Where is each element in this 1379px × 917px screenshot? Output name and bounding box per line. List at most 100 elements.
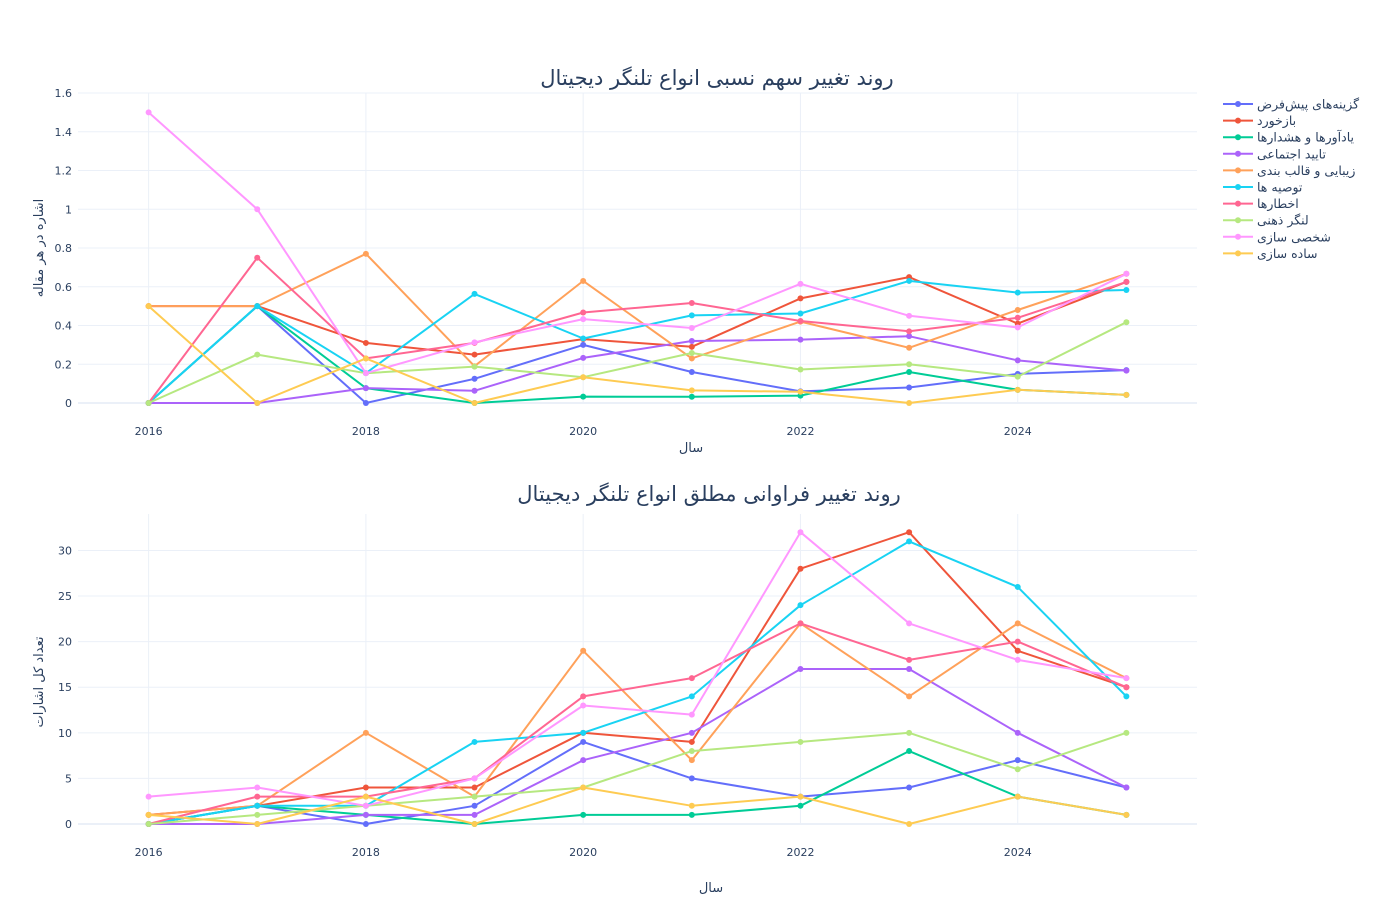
data-point [254,206,261,213]
data-point [580,647,587,654]
data-point [580,393,587,400]
data-point [1123,391,1130,398]
legend-label: بازخورد [1257,113,1296,129]
data-point [906,784,913,791]
legend-label: ساده سازی [1257,246,1317,262]
data-point [580,757,587,764]
legend-label: توصیه ها [1257,180,1303,196]
data-point [688,738,695,745]
x-axis-label-relative: سال [679,441,703,456]
data-point [362,250,369,257]
series-line [147,111,1127,375]
y-axis-label-relative: اشاره در هر مقاله [32,199,47,297]
data-point [362,339,369,346]
legend-label: لنگر ذهنی [1257,213,1309,229]
data-point [471,290,478,297]
legend-item[interactable]: لنگر ذهنی [1223,213,1309,229]
data-point [580,335,587,342]
legend-item[interactable]: شخصی سازی [1223,229,1331,245]
data-point [1123,684,1130,691]
series-line [148,668,1127,825]
data-point [688,343,695,350]
data-point [797,738,804,745]
data-point [797,280,804,287]
x-tick-label: 2022 [786,425,814,438]
series-line [148,321,1127,404]
series-8 [145,529,1130,809]
legend-label: اخطارها [1257,196,1299,212]
data-point [797,336,804,343]
legend-item[interactable]: اخطارها [1223,196,1299,212]
series-line [148,622,1127,816]
data-point [906,656,913,663]
data-point [906,729,913,736]
x-tick-label: 2018 [352,425,380,438]
gridlines [78,514,1197,825]
data-point [906,400,913,406]
y-tick-label: 1.2 [55,165,73,178]
legend-item[interactable]: تایید اجتماعی [1223,146,1326,161]
series-9 [145,784,1130,827]
data-point [471,351,478,358]
y-axis-label-absolute: تعداد کل اشارات [32,636,47,727]
data-point [254,821,261,827]
series-line [148,531,1127,816]
legend-label: زیبایی و قالب بندی [1257,163,1355,179]
y-tick-label: 5 [65,772,72,785]
y-tick-label: 20 [58,636,72,649]
y-tick-label: 0.4 [55,320,73,333]
legend-item[interactable]: توصیه ها [1223,180,1303,196]
data-point [254,254,261,261]
data-point [1123,287,1130,294]
x-tick-label: 2024 [1004,846,1032,859]
x-tick-label: 2024 [1004,425,1032,438]
data-point [906,369,913,375]
series-8 [145,109,1130,377]
data-point [906,666,913,672]
data-point [1014,638,1021,645]
data-point [145,793,152,800]
legend-item[interactable]: ساده سازی [1223,246,1317,262]
data-point [797,565,804,572]
y-tick-label: 0 [65,818,72,831]
data-point [145,811,152,818]
data-point [1123,811,1130,818]
data-point [145,821,152,827]
data-point [906,344,913,351]
series-9 [145,303,1130,406]
data-point [254,811,261,818]
data-point [1014,656,1021,663]
data-point [471,811,478,818]
legend-item[interactable]: زیبایی و قالب بندی [1223,163,1355,179]
legend-item[interactable]: بازخورد [1223,113,1296,129]
chart-title-relative: روند تغییر سهم نسبی انواع تلنگر دیجیتال [540,66,893,91]
data-point [1014,307,1021,313]
data-point [362,400,369,406]
legend-item[interactable]: گزینه‌های پیش‌فرض [1223,97,1359,113]
data-point [688,748,695,755]
data-point [1123,319,1130,326]
data-point [1014,314,1021,321]
legend-marker [1235,250,1241,257]
data-point [362,370,369,377]
data-point [1014,793,1021,800]
data-point [580,374,587,381]
data-point [254,400,261,406]
y-tick-label: 0.2 [55,358,73,371]
y-tick-label: 1.6 [55,87,73,100]
data-point [906,821,913,827]
x-tick-label: 2018 [352,846,380,859]
data-point [906,384,913,391]
legend-item[interactable]: یادآورها و هشدارها [1223,130,1355,146]
y-tick-label: 0.8 [55,242,73,255]
data-point [688,757,695,764]
series-3 [145,666,1130,827]
data-point [580,729,587,736]
data-point [1014,757,1021,764]
data-point [1014,766,1021,773]
data-point [688,675,695,682]
data-point [797,529,804,536]
data-point [797,602,804,609]
y-tick-label: 0 [65,397,72,410]
data-point [688,350,695,357]
